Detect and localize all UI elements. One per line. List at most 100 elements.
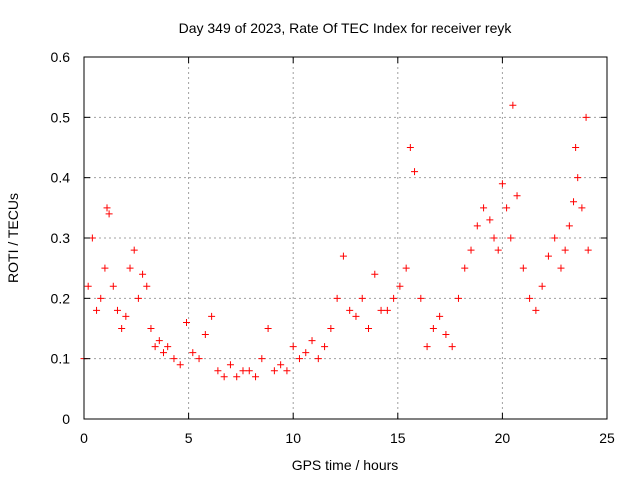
- data-point: [147, 325, 155, 332]
- data-point: [143, 282, 151, 290]
- data-point: [519, 264, 527, 272]
- x-tick-label: 15: [390, 430, 406, 446]
- data-point: [283, 367, 291, 375]
- data-point: [396, 282, 404, 290]
- data-points: [80, 101, 592, 381]
- data-point: [402, 264, 410, 272]
- data-point: [126, 264, 134, 272]
- data-point: [578, 204, 586, 212]
- data-point: [109, 282, 117, 290]
- data-point: [122, 312, 130, 320]
- chart-title: Day 349 of 2023, Rate Of TEC Index for r…: [179, 20, 513, 36]
- data-point: [264, 325, 272, 332]
- y-tick-label: 0.2: [51, 290, 71, 306]
- y-tick-label: 0.5: [51, 109, 71, 125]
- data-point: [220, 373, 228, 381]
- data-point: [134, 294, 142, 302]
- data-point: [97, 294, 105, 302]
- data-point: [226, 361, 234, 369]
- data-point: [176, 361, 184, 369]
- data-point: [88, 234, 96, 242]
- data-point: [183, 318, 191, 326]
- data-point: [454, 294, 462, 302]
- x-tick-label: 5: [185, 430, 193, 446]
- data-point: [448, 343, 456, 351]
- data-point: [258, 355, 266, 363]
- data-point: [151, 343, 159, 351]
- data-point: [358, 294, 366, 302]
- data-point: [574, 174, 582, 182]
- data-point: [584, 246, 592, 254]
- data-point: [503, 204, 511, 212]
- data-point: [118, 325, 126, 332]
- data-point: [498, 180, 506, 188]
- data-point: [155, 337, 163, 345]
- data-point: [417, 294, 425, 302]
- data-point: [189, 349, 197, 357]
- data-point: [214, 367, 222, 375]
- data-point: [103, 204, 111, 212]
- x-tick-label: 0: [80, 430, 88, 446]
- data-point: [406, 144, 414, 151]
- data-point: [544, 252, 552, 260]
- data-point: [84, 282, 92, 290]
- data-point: [139, 270, 147, 278]
- data-point: [252, 373, 260, 381]
- x-ticks: 0 5 10 15 20 25: [80, 57, 615, 446]
- data-point: [159, 349, 167, 357]
- data-point: [390, 294, 398, 302]
- y-tick-label: 0.6: [51, 49, 71, 65]
- data-point: [473, 222, 481, 230]
- data-point: [277, 361, 285, 369]
- data-point: [377, 306, 385, 314]
- data-point: [101, 264, 109, 272]
- data-point: [436, 312, 444, 320]
- data-point: [295, 355, 303, 363]
- data-point: [526, 294, 534, 302]
- data-point: [411, 168, 419, 176]
- data-point: [480, 204, 488, 212]
- y-tick-label: 0.3: [51, 230, 71, 246]
- data-point: [509, 101, 517, 109]
- data-point: [365, 325, 373, 332]
- data-point: [201, 331, 209, 339]
- y-axis-label: ROTI / TECUs: [5, 193, 21, 283]
- data-point: [314, 355, 322, 363]
- data-point: [105, 210, 113, 218]
- data-point: [423, 343, 431, 351]
- data-point: [551, 234, 559, 242]
- data-point: [572, 144, 580, 151]
- x-tick-label: 10: [285, 430, 301, 446]
- data-point: [302, 349, 310, 357]
- data-point: [538, 282, 546, 290]
- data-point: [513, 192, 521, 200]
- data-point: [532, 306, 540, 314]
- data-point: [270, 367, 278, 375]
- y-tick-label: 0: [62, 411, 70, 427]
- data-point: [570, 198, 578, 206]
- x-tick-label: 20: [495, 430, 511, 446]
- data-point: [352, 312, 360, 320]
- data-point: [233, 373, 241, 381]
- y-tick-label: 0.1: [51, 351, 71, 367]
- data-point: [461, 264, 469, 272]
- data-point: [308, 337, 316, 345]
- y-ticks: 0 0.1 0.2 0.3 0.4 0.5 0.6: [51, 49, 607, 427]
- data-point: [339, 252, 347, 260]
- data-point: [561, 246, 569, 254]
- data-point: [208, 312, 216, 320]
- data-point: [582, 113, 590, 121]
- data-point: [494, 246, 502, 254]
- data-point: [93, 306, 101, 314]
- x-axis-label: GPS time / hours: [292, 457, 399, 473]
- data-point: [333, 294, 341, 302]
- data-point: [429, 325, 437, 332]
- data-point: [113, 306, 121, 314]
- data-point: [239, 367, 247, 375]
- data-point: [245, 367, 253, 375]
- data-point: [565, 222, 573, 230]
- grid-lines: [84, 57, 607, 419]
- data-point: [557, 264, 565, 272]
- data-point: [490, 234, 498, 242]
